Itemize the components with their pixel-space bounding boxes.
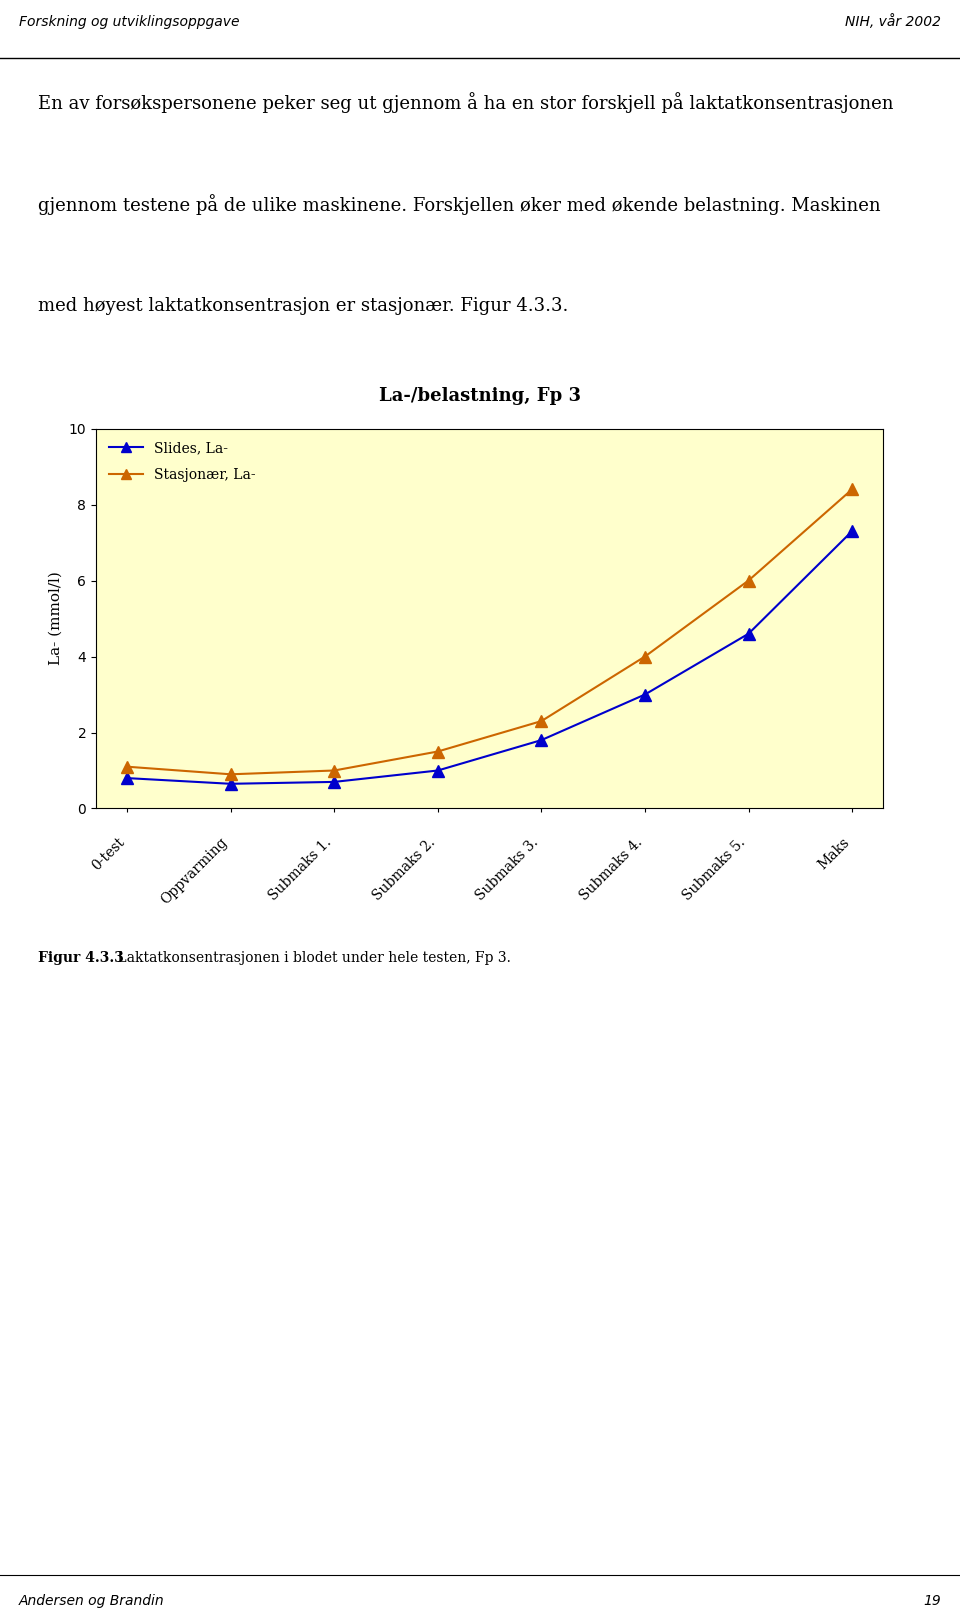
Text: La-/belastning, Fp 3: La-/belastning, Fp 3 bbox=[379, 386, 581, 406]
Text: Oppvarming: Oppvarming bbox=[158, 834, 230, 907]
Text: 19: 19 bbox=[924, 1594, 941, 1609]
Text: 0-test: 0-test bbox=[89, 834, 127, 873]
Text: Submaks 1.: Submaks 1. bbox=[266, 834, 334, 902]
Text: Laktatkonsentrasjonen i blodet under hele testen, Fp 3.: Laktatkonsentrasjonen i blodet under hel… bbox=[113, 951, 512, 965]
Text: Maks: Maks bbox=[815, 834, 852, 872]
Y-axis label: La- (mmol/l): La- (mmol/l) bbox=[49, 571, 63, 666]
Text: Submaks 4.: Submaks 4. bbox=[577, 834, 645, 902]
Text: Submaks 5.: Submaks 5. bbox=[681, 834, 749, 902]
Text: Submaks 2.: Submaks 2. bbox=[370, 834, 438, 902]
Text: Figur 4.3.3: Figur 4.3.3 bbox=[38, 951, 124, 965]
Legend: Slides, La-, Stasjonær, La-: Slides, La-, Stasjonær, La- bbox=[103, 435, 261, 487]
Text: Forskning og utviklingsoppgave: Forskning og utviklingsoppgave bbox=[19, 15, 240, 29]
Text: NIH, vår 2002: NIH, vår 2002 bbox=[845, 15, 941, 29]
Text: gjennom testene på de ulike maskinene. Forskjellen øker med økende belastning. M: gjennom testene på de ulike maskinene. F… bbox=[38, 194, 881, 215]
Text: med høyest laktatkonsentrasjon er stasjonær. Figur 4.3.3.: med høyest laktatkonsentrasjon er stasjo… bbox=[38, 298, 568, 315]
Text: Andersen og Brandin: Andersen og Brandin bbox=[19, 1594, 165, 1609]
Text: Submaks 3.: Submaks 3. bbox=[473, 834, 541, 902]
Text: En av forsøkspersonene peker seg ut gjennom å ha en stor forskjell på laktatkons: En av forsøkspersonene peker seg ut gjen… bbox=[38, 92, 894, 113]
